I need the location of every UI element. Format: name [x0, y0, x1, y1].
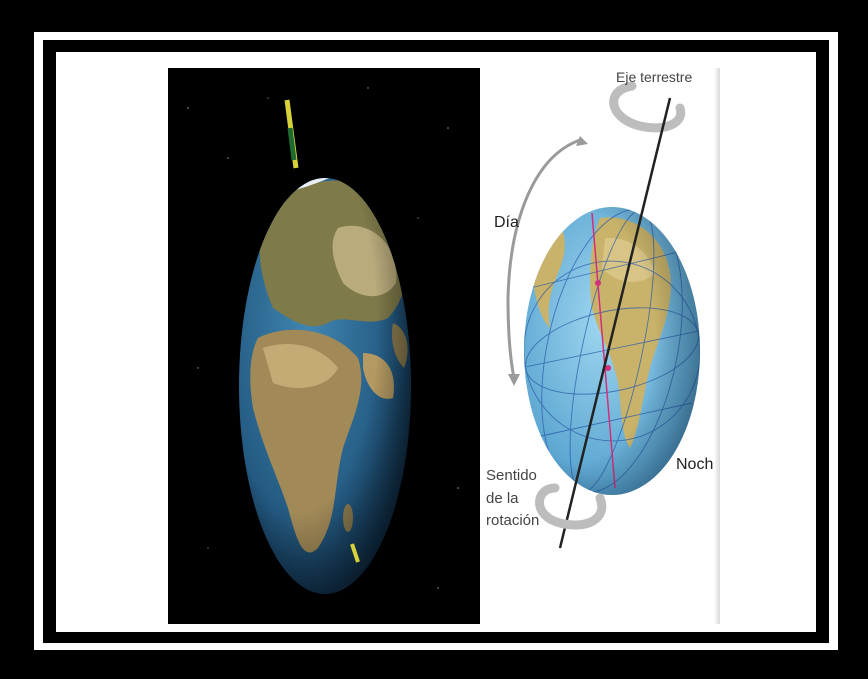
earth-axis-line [558, 97, 672, 549]
rotation-diagram [506, 81, 700, 549]
axis-label: Eje terrestre [616, 69, 693, 85]
earth-photo-illustration [187, 87, 459, 594]
rotation-arrow-bottom-icon [535, 483, 607, 530]
earth-from-space-panel [168, 68, 480, 624]
rotation-diagram-panel: Eje terrestre Día Noche Sentido de la ro… [480, 68, 720, 624]
rotation-direction-label: Sentido de la rotación [486, 467, 556, 536]
night-label: Noche [676, 456, 720, 473]
rotation-label-line-2: de la [486, 489, 519, 507]
stars [187, 87, 459, 589]
day-arc-arrow-icon [506, 138, 581, 379]
rotation-arrow-top-icon [609, 81, 686, 133]
day-label: Día [494, 214, 519, 231]
rotation-label-line-1: Sentido [486, 467, 537, 484]
axis-stick-bottom [350, 543, 360, 563]
rotation-label-line-3: rotación [486, 512, 540, 529]
